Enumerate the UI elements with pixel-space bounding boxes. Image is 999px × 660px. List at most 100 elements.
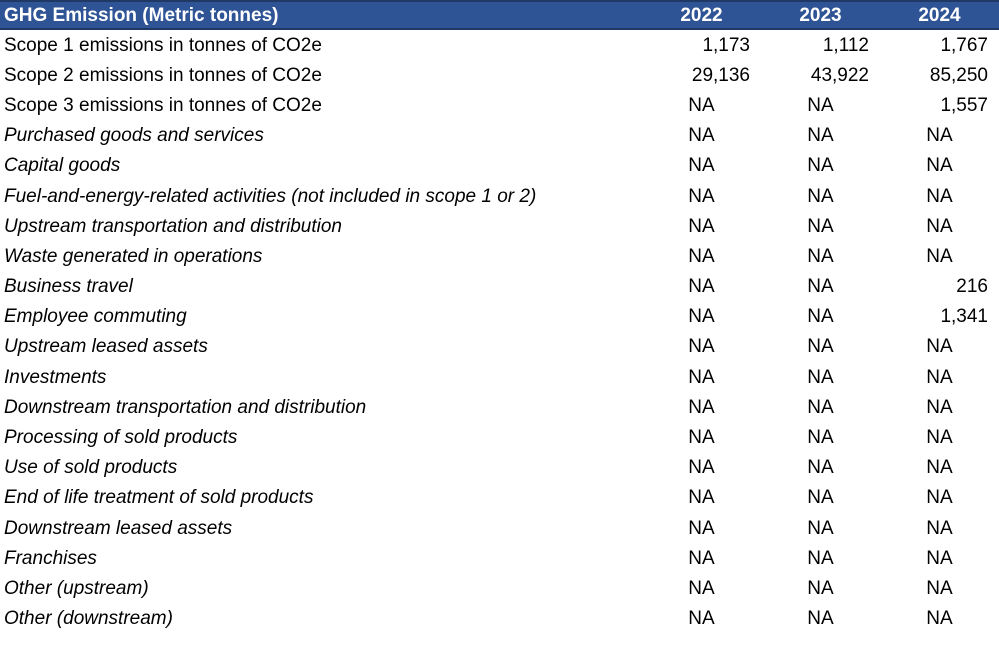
table-row: Downstream leased assets NA NA NA [0,513,999,543]
table-row: End of life treatment of sold products N… [0,483,999,513]
row-value: 29,136 [691,64,750,86]
row-value: NA [688,245,715,267]
table-header-row: GHG Emission (Metric tonnes) 2022 2023 2… [0,0,999,30]
row-label: Purchased goods and services [4,126,264,146]
row-label: Other (downstream) [4,609,173,629]
row-value: NA [688,185,715,207]
row-value: NA [807,427,834,449]
row-value: NA [807,215,834,237]
row-value: NA [807,94,834,116]
row-value: NA [926,396,953,418]
row-label: Business travel [4,277,133,297]
table-row: Purchased goods and services NA NA NA [0,121,999,151]
table-body: Scope 1 emissions in tonnes of CO2e 1,17… [0,30,999,634]
row-value: NA [688,336,715,358]
table-row: Franchises NA NA NA [0,543,999,573]
row-value: NA [688,125,715,147]
row-label: End of life treatment of sold products [4,488,314,508]
row-label: Scope 3 emissions in tonnes of CO2e [4,95,322,115]
row-value: NA [807,336,834,358]
row-value: NA [926,608,953,630]
row-value: NA [688,487,715,509]
row-value: NA [807,306,834,328]
row-label: Investments [4,367,107,387]
row-value: NA [688,427,715,449]
row-value: NA [807,457,834,479]
row-value: NA [926,245,953,267]
table-row: Fuel-and-energy-related activities (not … [0,181,999,211]
table-row: Waste generated in operations NA NA NA [0,241,999,271]
column-header-2023: 2023 [799,4,842,26]
row-value: NA [926,547,953,569]
column-header-2024: 2024 [918,4,961,26]
column-header-2022: 2022 [680,4,723,26]
row-label: Processing of sold products [4,428,238,448]
row-label: Scope 2 emissions in tonnes of CO2e [4,65,322,85]
row-label: Other (upstream) [4,578,149,598]
row-value: 1,341 [940,306,988,328]
row-value: NA [807,608,834,630]
row-value: 1,173 [702,34,750,56]
row-label: Upstream leased assets [4,337,208,357]
row-value: NA [926,427,953,449]
row-value: NA [926,366,953,388]
ghg-emissions-table: GHG Emission (Metric tonnes) 2022 2023 2… [0,0,999,634]
row-value: NA [688,306,715,328]
row-value: NA [688,94,715,116]
row-value: NA [807,185,834,207]
table-row: Other (upstream) NA NA NA [0,573,999,603]
row-value: NA [807,487,834,509]
row-value: 216 [956,276,988,298]
row-value: NA [926,185,953,207]
row-label: Upstream transportation and distribution [4,216,342,236]
row-label: Scope 1 emissions in tonnes of CO2e [4,35,322,55]
table-row: Downstream transportation and distributi… [0,392,999,422]
table-row: Employee commuting NA NA 1,341 [0,302,999,332]
row-label: Downstream transportation and distributi… [4,397,367,417]
row-value: 1,112 [822,34,869,56]
row-value: NA [688,577,715,599]
row-value: NA [688,396,715,418]
row-value: NA [807,396,834,418]
row-value: NA [807,547,834,569]
table-row: Scope 2 emissions in tonnes of CO2e 29,1… [0,60,999,90]
table-row: Use of sold products NA NA NA [0,453,999,483]
row-value: NA [926,457,953,479]
table-row: Upstream transportation and distribution… [0,211,999,241]
row-value: NA [926,336,953,358]
row-value: 1,767 [940,34,988,56]
row-value: NA [926,487,953,509]
row-value: NA [807,517,834,539]
row-value: NA [688,366,715,388]
table-title: GHG Emission (Metric tonnes) [4,5,279,25]
row-label: Waste generated in operations [4,246,263,266]
row-value: NA [688,608,715,630]
row-value: NA [688,517,715,539]
row-value: NA [926,125,953,147]
row-value: 85,250 [929,64,988,86]
row-value: NA [807,245,834,267]
row-label: Capital goods [4,156,121,176]
row-value: 43,922 [810,64,869,86]
row-value: NA [807,125,834,147]
row-label: Downstream leased assets [4,518,233,538]
table-row: Upstream leased assets NA NA NA [0,332,999,362]
table-row: Processing of sold products NA NA NA [0,422,999,452]
table-row: Other (downstream) NA NA NA [0,604,999,634]
row-label: Franchises [4,548,97,568]
row-value: NA [688,457,715,479]
row-value: NA [807,276,834,298]
table-row: Scope 3 emissions in tonnes of CO2e NA N… [0,90,999,120]
row-label: Use of sold products [4,458,178,478]
row-value: NA [688,547,715,569]
row-value: NA [807,577,834,599]
row-value: NA [688,215,715,237]
row-value: 1,557 [940,94,988,116]
table-row: Scope 1 emissions in tonnes of CO2e 1,17… [0,30,999,60]
row-value: NA [926,155,953,177]
row-value: NA [926,215,953,237]
table-row: Capital goods NA NA NA [0,151,999,181]
row-value: NA [688,155,715,177]
row-value: NA [926,517,953,539]
row-value: NA [688,276,715,298]
